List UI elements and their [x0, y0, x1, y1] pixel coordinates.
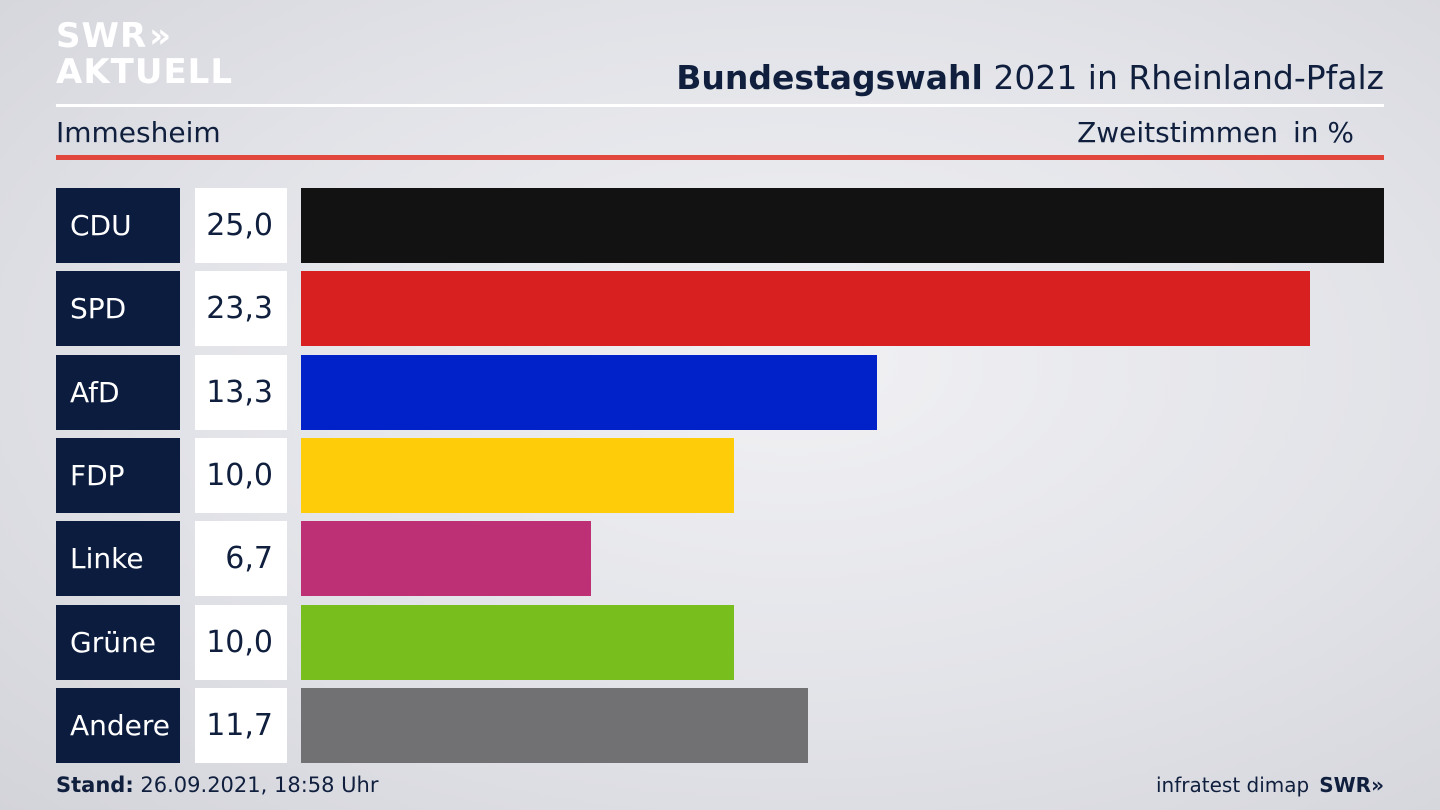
logo-chevron-icon: » — [149, 16, 173, 56]
value-label: 11,7 — [195, 688, 287, 763]
party-label: AfD — [56, 355, 180, 430]
accent-divider — [56, 155, 1384, 160]
value-label: 23,3 — [195, 271, 287, 346]
unit-label: in % — [1292, 116, 1354, 149]
bar-row-andere: Andere 11,7 — [56, 688, 1384, 763]
party-label: Grüne — [56, 605, 180, 680]
swr-footer-logo: SWR» — [1319, 773, 1384, 797]
logo-swr-text: SWR — [56, 16, 148, 56]
logo-aktuell-text: AKTUELL — [56, 52, 234, 92]
bar-row-cdu: CDU 25,0 — [56, 188, 1384, 263]
source-credit: infratest dimap SWR» — [1156, 771, 1384, 799]
bar — [301, 355, 877, 430]
stand-label: Stand: — [56, 773, 134, 797]
party-label: SPD — [56, 271, 180, 346]
bar-row-spd: SPD 23,3 — [56, 271, 1384, 346]
party-label: FDP — [56, 438, 180, 513]
region-label: Immesheim — [56, 116, 221, 149]
source-text: infratest dimap — [1156, 773, 1310, 797]
bar-row-afd: AfD 13,3 — [56, 355, 1384, 430]
party-label: Linke — [56, 521, 180, 596]
header-divider — [56, 104, 1384, 107]
party-label: CDU — [56, 188, 180, 263]
chart-title: Bundestagswahl 2021 in Rheinland-Pfalz — [676, 58, 1384, 98]
bar — [301, 188, 1384, 263]
stand-value: 26.09.2021, 18:58 Uhr — [133, 773, 379, 797]
value-label: 13,3 — [195, 355, 287, 430]
bar — [301, 605, 734, 680]
bar — [301, 438, 734, 513]
bar — [301, 521, 591, 596]
party-label: Andere — [56, 688, 180, 763]
timestamp: Stand: 26.09.2021, 18:58 Uhr — [56, 771, 379, 799]
bar-row-grüne: Grüne 10,0 — [56, 605, 1384, 680]
bar — [301, 688, 808, 763]
title-bold: Bundestagswahl — [676, 58, 983, 97]
bar — [301, 271, 1310, 346]
metric-label: Zweitstimmen — [1077, 116, 1278, 149]
value-label: 25,0 — [195, 188, 287, 263]
bar-row-linke: Linke 6,7 — [56, 521, 1384, 596]
bar-row-fdp: FDP 10,0 — [56, 438, 1384, 513]
value-label: 10,0 — [195, 438, 287, 513]
value-label: 6,7 — [195, 521, 287, 596]
title-rest: 2021 in Rheinland-Pfalz — [982, 58, 1384, 97]
value-label: 10,0 — [195, 605, 287, 680]
